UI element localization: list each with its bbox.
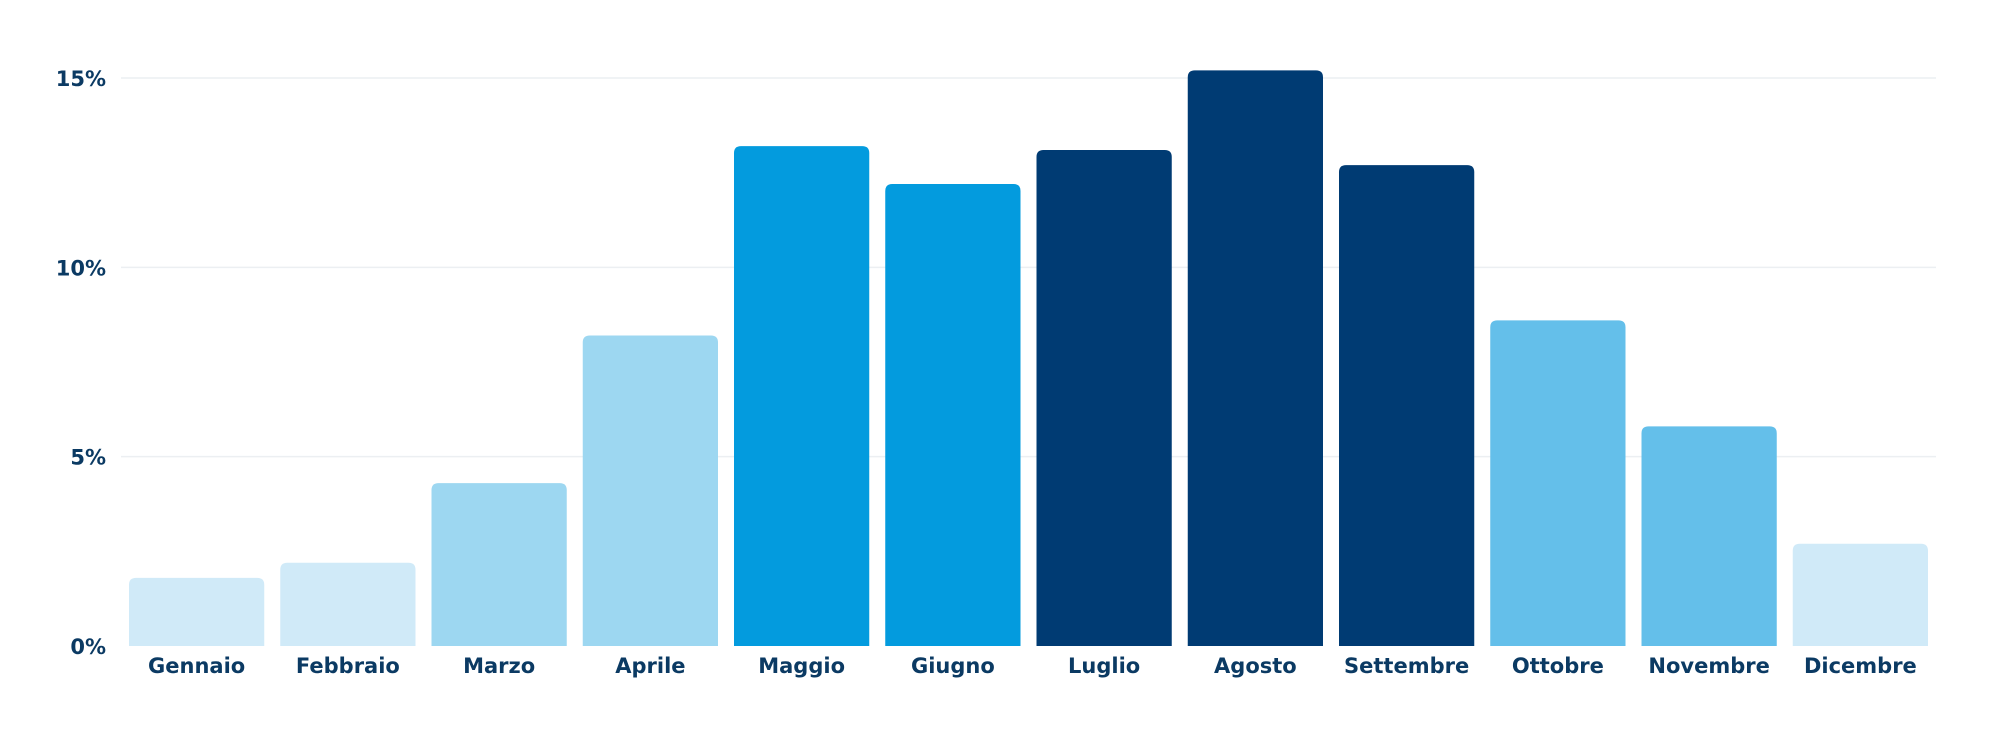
- x-tick-label: Febbraio: [296, 654, 400, 678]
- x-tick-label: Maggio: [758, 654, 845, 678]
- bar-giugno: [885, 184, 1021, 646]
- x-tick-label: Novembre: [1648, 654, 1769, 678]
- x-tick-label: Gennaio: [148, 654, 245, 678]
- bars: [129, 70, 1928, 647]
- bar-marzo: [431, 483, 567, 646]
- x-tick-label: Aprile: [615, 654, 685, 678]
- bar-dicembre: [1792, 543, 1928, 646]
- y-tick-label: 5%: [70, 446, 106, 470]
- x-axis-ticks: Gennaio Febbraio Marzo Aprile Maggio Giugno Lu…: [148, 654, 1917, 678]
- y-tick-label: 10%: [56, 256, 106, 280]
- bar-novembre: [1641, 426, 1777, 646]
- x-tick-label: Ottobre: [1512, 654, 1604, 678]
- bar-gennaio: [129, 577, 265, 646]
- y-tick-label: 0%: [70, 635, 106, 659]
- bar-settembre: [1339, 165, 1475, 647]
- x-tick-label: Settembre: [1344, 654, 1469, 678]
- bar-maggio: [734, 146, 870, 646]
- x-tick-label: Luglio: [1068, 654, 1140, 678]
- bar-aprile: [582, 335, 718, 646]
- bar-luglio: [1036, 149, 1172, 647]
- x-tick-label: Giugno: [911, 654, 995, 678]
- bar-agosto: [1187, 70, 1323, 647]
- x-tick-label: Agosto: [1214, 654, 1297, 678]
- bar-febbraio: [280, 562, 416, 646]
- grid-lines: [121, 77, 1936, 458]
- x-tick-label: Dicembre: [1804, 654, 1917, 678]
- y-tick-label: 15%: [56, 67, 106, 91]
- y-axis-ticks: 0% 5% 10% 15%: [56, 67, 106, 659]
- x-tick-label: Marzo: [463, 654, 535, 678]
- bar-ottobre: [1490, 320, 1626, 646]
